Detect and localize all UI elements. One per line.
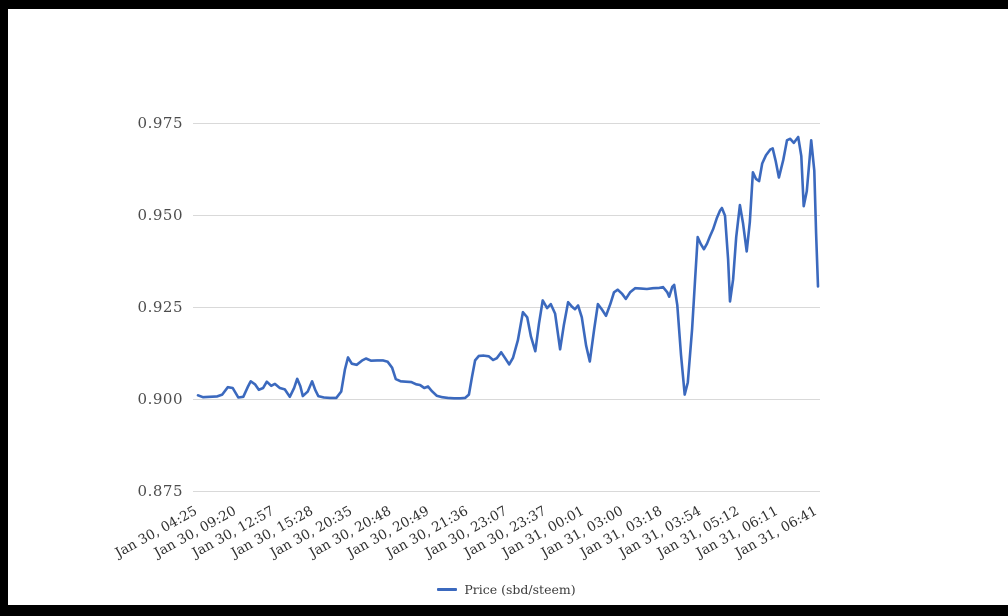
legend-label: Price (sbd/steem) — [464, 582, 576, 597]
y-axis-tick-label: 0.875 — [137, 481, 183, 500]
y-axis-tick-label: 0.925 — [137, 297, 183, 316]
y-axis-tick-label: 0.950 — [137, 205, 183, 224]
price-line-series[interactable] — [196, 135, 820, 400]
legend-line-marker — [437, 588, 458, 591]
y-axis-tick-label: 0.975 — [137, 113, 183, 132]
y-axis-tick-label: 0.900 — [137, 389, 183, 408]
legend: Price (sbd/steem) — [193, 582, 820, 597]
